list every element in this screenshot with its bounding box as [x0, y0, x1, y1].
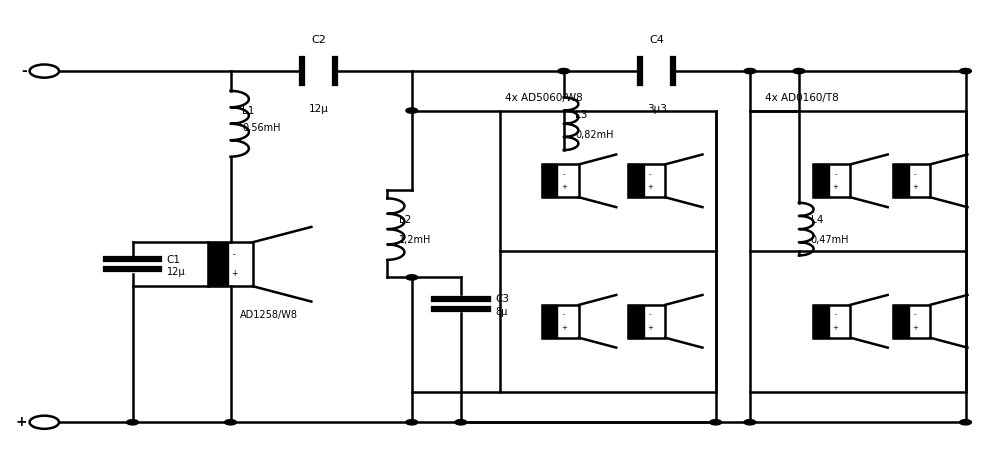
Text: +: + — [561, 325, 567, 331]
Text: -: - — [834, 171, 837, 177]
Text: 3μ3: 3μ3 — [647, 104, 667, 114]
Bar — [542, 305, 579, 338]
Text: +: + — [561, 184, 567, 191]
Bar — [893, 305, 930, 338]
Circle shape — [960, 420, 971, 425]
Text: L1: L1 — [242, 106, 255, 116]
Bar — [542, 164, 579, 197]
Circle shape — [225, 420, 236, 425]
Bar — [628, 305, 665, 338]
Text: C2: C2 — [311, 35, 326, 45]
Text: 8μ: 8μ — [495, 307, 507, 317]
Polygon shape — [893, 305, 909, 338]
Text: +: + — [15, 415, 27, 429]
Circle shape — [455, 420, 467, 425]
Circle shape — [710, 420, 721, 425]
Text: 0,82mH: 0,82mH — [575, 130, 614, 140]
Polygon shape — [628, 164, 644, 197]
Text: +: + — [912, 184, 918, 191]
Text: -: - — [649, 171, 652, 177]
Polygon shape — [542, 305, 557, 338]
Text: +: + — [833, 325, 838, 331]
Bar — [750, 111, 966, 391]
Text: +: + — [647, 184, 653, 191]
Text: +: + — [647, 325, 653, 331]
Text: -: - — [563, 171, 565, 177]
Text: 1,2mH: 1,2mH — [399, 235, 431, 245]
Polygon shape — [542, 164, 557, 197]
Circle shape — [960, 69, 971, 74]
Bar — [813, 164, 850, 197]
Bar — [208, 242, 253, 286]
Text: -: - — [563, 311, 565, 318]
Text: -: - — [914, 171, 917, 177]
Circle shape — [406, 108, 418, 113]
Text: 4x AD0160/T8: 4x AD0160/T8 — [765, 92, 838, 103]
Bar — [628, 164, 665, 197]
Circle shape — [744, 420, 756, 425]
Text: L2: L2 — [399, 215, 411, 226]
Circle shape — [127, 420, 138, 425]
Circle shape — [744, 69, 756, 74]
Text: 0,47mH: 0,47mH — [811, 235, 849, 245]
Text: -: - — [649, 311, 652, 318]
Text: 12μ: 12μ — [309, 104, 329, 114]
Circle shape — [406, 275, 418, 280]
Text: +: + — [912, 325, 918, 331]
Polygon shape — [628, 305, 644, 338]
Text: C4: C4 — [649, 35, 664, 45]
Text: -: - — [834, 311, 837, 318]
Polygon shape — [813, 305, 829, 338]
Polygon shape — [813, 164, 829, 197]
Text: L3: L3 — [575, 110, 588, 120]
Bar — [500, 111, 716, 391]
Bar — [813, 305, 850, 338]
Bar — [893, 164, 930, 197]
Text: -: - — [233, 250, 235, 259]
Text: +: + — [833, 184, 838, 191]
Circle shape — [406, 420, 418, 425]
Circle shape — [558, 69, 570, 74]
Text: -: - — [21, 64, 27, 78]
Text: +: + — [231, 269, 237, 278]
Text: C3: C3 — [495, 294, 509, 304]
Polygon shape — [208, 242, 228, 286]
Text: 4x AD5060/W8: 4x AD5060/W8 — [505, 92, 583, 103]
Text: 0,56mH: 0,56mH — [242, 123, 281, 133]
Text: 12μ: 12μ — [167, 267, 185, 277]
Text: -: - — [914, 311, 917, 318]
Text: L4: L4 — [811, 215, 823, 226]
Polygon shape — [893, 164, 909, 197]
Text: AD1258/W8: AD1258/W8 — [240, 310, 298, 320]
Text: C1: C1 — [167, 255, 181, 265]
Circle shape — [793, 69, 805, 74]
